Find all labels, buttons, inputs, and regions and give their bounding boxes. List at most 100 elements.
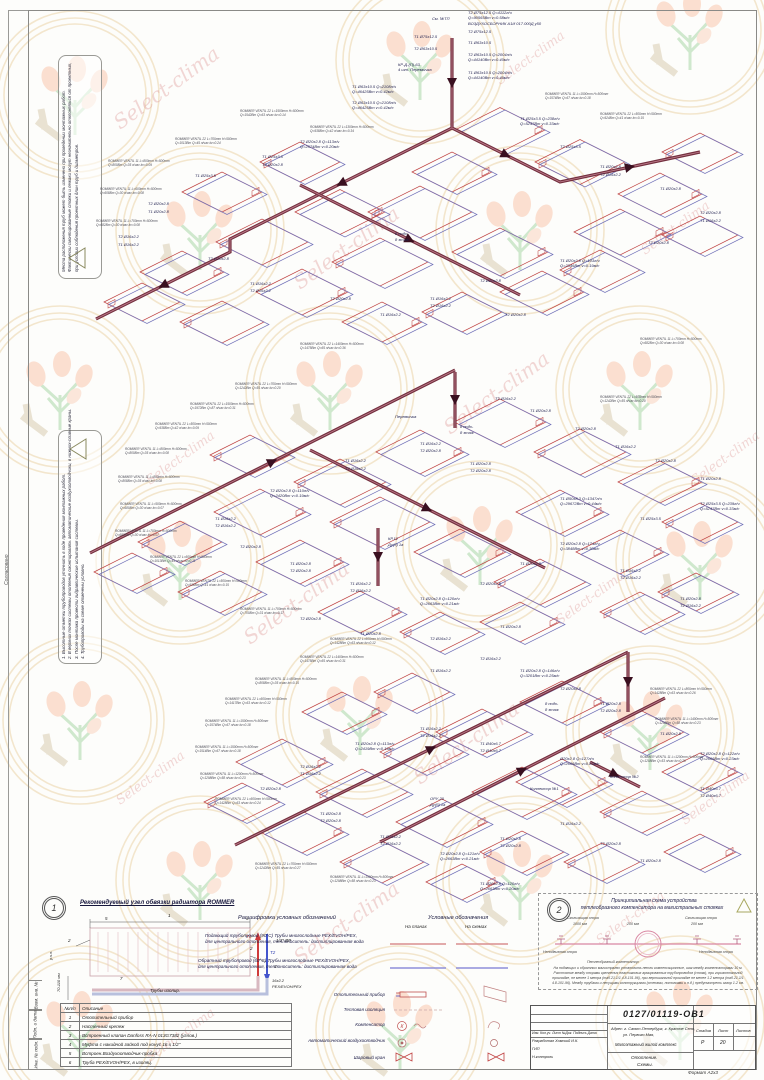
node-1-number: 1 xyxy=(44,898,64,918)
loop-compensator-label: Петлеобразный компенсатор xyxy=(587,960,639,964)
legend-row-radiator: Отопительный прибор xyxy=(333,992,385,997)
pipe-size-label: 16х2.2 xyxy=(272,978,285,983)
parts-table-row: 1 Отопительный прибор xyxy=(60,1012,292,1022)
callout-4: 4 xyxy=(274,964,277,969)
floor-mark-label: у.ч.п. xyxy=(48,950,53,960)
return-pipe-description: Обратный трубопровод (60°С) Трубы многос… xyxy=(198,958,403,970)
parts-table-row: 6 Труба PEX/EVOH/PEX, в изоляц. xyxy=(60,1057,292,1067)
node-1-title: Рекомендуемый узел обвязки радиатора ROM… xyxy=(80,900,235,906)
slide-support-1-label: Скользящая опора xyxy=(567,916,599,920)
note-line: 2. В верхних точках системы отопления см… xyxy=(67,408,73,659)
object-name: Малоэтажный жилой комплекс xyxy=(615,1042,677,1047)
slide-support-1-dim: 1000 мм xyxy=(573,922,587,926)
t2-label: Т2 xyxy=(270,950,276,955)
note-box-2: 1. Высотные отметки трубопроводов уточни… xyxy=(58,408,102,664)
parts-table-cell: 4 xyxy=(60,1039,80,1049)
col-schemes-header: На схемах xyxy=(465,924,487,929)
parts-table-header: №п/п xyxy=(60,1003,80,1013)
legend-row-insulation: Тепловая изоляция xyxy=(343,1007,385,1012)
stage-value: Р xyxy=(701,1040,705,1046)
parts-table-cell: 3 xyxy=(60,1030,80,1040)
parts-table-cell: 6 xyxy=(60,1057,80,1067)
stamp-cell-podp: Подп. и дата xyxy=(28,1009,42,1040)
role-row: Н.контроль xyxy=(532,1055,554,1059)
stage-label: Стадия xyxy=(696,1028,711,1033)
parts-table-cell: 2 xyxy=(60,1021,80,1031)
note-line: при условии соблюдения проектных длин тр… xyxy=(73,143,79,272)
doc-title-2: Схемы. xyxy=(637,1062,653,1067)
parts-table-row: 2 Настенный крепеж xyxy=(60,1021,292,1031)
parts-table-row: 3 Встроенный клапан Danfoss RA-N 013G7382… xyxy=(60,1030,292,1040)
role-row: ГИП xyxy=(532,1047,540,1051)
supply-pipe-line1: Подающий трубопровод (90°С) Трубы многос… xyxy=(205,933,358,938)
stamp-cell-vzam-label: Взам. инв. № xyxy=(33,981,38,1010)
role-row: Разработал Хомский И.К. xyxy=(532,1039,579,1043)
callout-2-right: 2 xyxy=(250,946,253,951)
sheet-number: 20 xyxy=(720,1040,726,1046)
note-line: На подающих и обратных магистралях устан… xyxy=(553,966,743,970)
radiator-detail-drawing xyxy=(67,919,270,1000)
node-2-box: 2 Принципиальная схема устройства петлео… xyxy=(538,893,758,990)
compensator-diagram xyxy=(555,930,741,958)
pipe-type-label: PEX/EVOH/PEX xyxy=(272,984,302,989)
col-plans-header: На планах xyxy=(405,924,427,929)
legend-row-compensator: Компенсатор xyxy=(355,1022,385,1027)
mid-dim-label: 200 мм xyxy=(627,922,639,926)
return-pipe-line2: для центрального отопления, теплоносител… xyxy=(198,964,357,970)
svg-text:К: К xyxy=(401,1024,405,1030)
slide-support-2-dim: 200 мм xyxy=(691,922,703,926)
node-1-marker: 1 xyxy=(42,896,66,920)
node-2-number: 2 xyxy=(549,900,569,920)
format-label: Формат А2х3 xyxy=(688,1070,718,1075)
note-line: 4. Трубопроводы на схеме отмечены условн… xyxy=(80,563,86,659)
slide-support-2-label: Скользящая опора xyxy=(685,916,717,920)
stamp-cell-inv: Инв. № подл. xyxy=(28,1038,42,1070)
callout-5: 5 xyxy=(105,916,108,921)
node-2-title-2: петлеобразного компенсатора на магистрал… xyxy=(580,905,724,911)
stamp-cell-vzam: Взам. инв. № xyxy=(28,980,42,1011)
callout-7: 7 xyxy=(120,976,123,981)
bp-label: 1/2" ВР xyxy=(276,938,292,943)
radiator-parts-table: №п/п Описание 1 Отопительный прибор 2 Настенн… xyxy=(60,1003,292,1067)
warning-triangle-icon xyxy=(736,897,752,913)
parts-table-row: 4 Муфта с накидной гайкой под конус 16 х … xyxy=(60,1039,292,1049)
node-2-marker: 2 xyxy=(547,898,571,922)
node-2-title-1: Принципиальная схема устройства xyxy=(611,898,697,904)
note-1-text: Места расположения труб может быть измен… xyxy=(61,62,101,272)
approved-vertical-label: Согласовано xyxy=(4,554,10,586)
note-line: Фактически смонтированные стояки и лежак… xyxy=(67,62,73,272)
parts-table-cell: Труба PEX/EVOH/PEX, в изоляц. xyxy=(79,1057,292,1067)
note-2-text: 1. Высотные отметки трубопроводов уточни… xyxy=(61,408,101,659)
legend-symbols: К xyxy=(390,943,508,1062)
parts-table-cell: 1 xyxy=(60,1012,80,1022)
title-block: 0127/01119-ОВ1 Изм. Кол.уч. Лист №Док. П… xyxy=(530,1005,756,1070)
parts-table-cell: Отопительный прибор xyxy=(79,1012,292,1022)
legend-row-ballvalve: Шаровый кран xyxy=(353,1055,385,1060)
return-pipe-line1: Обратный трубопровод (60°С) Трубы многос… xyxy=(198,958,351,963)
note-line: прокладке, не менее 1 метра (таб.21.1/1 … xyxy=(552,975,744,980)
legend-row-airvent: Автоматический воздухоотводчик xyxy=(308,1038,385,1043)
height-dim-label: 70-110 мм xyxy=(56,973,61,992)
parts-table-cell: Настенный крепеж xyxy=(79,1021,292,1031)
stamp-cell-podp-label: Подп. и дата xyxy=(33,1010,39,1039)
note-line: Расстояние между опорами крепления пласт… xyxy=(553,970,743,975)
parts-table-cell: 5 xyxy=(60,1048,80,1058)
t1-label: Т1 xyxy=(246,934,252,939)
symbols-legend-title: Условные обозначения xyxy=(428,915,489,921)
callout-3: 3 xyxy=(246,916,249,921)
sheet-inner-frame xyxy=(28,10,757,1070)
address-line-2: ул. Первого Мая, xyxy=(623,1032,655,1037)
insulated-pipes-label: Трубы изолир. xyxy=(150,988,181,993)
revision-header-row: Изм. Кол.уч. Лист №Док. Подпись Дата xyxy=(532,1031,597,1035)
supply-pipe-description: Подающий трубопровод (90°С) Трубы многос… xyxy=(205,933,405,945)
callout-2-left: 2 xyxy=(68,938,71,943)
sheets-label: Листов xyxy=(736,1028,751,1033)
note-box-1: Места расположения труб может быть измен… xyxy=(58,55,102,279)
fixed-support-left-label: Неподвижная опора xyxy=(543,950,577,954)
parts-table-row: 5 Встроен.Воздухоотводчик-пробка xyxy=(60,1048,292,1058)
doc-number: 0127/01119-ОВ1 xyxy=(623,1009,705,1019)
parts-table-cell: Встроен.Воздухоотводчик-пробка xyxy=(79,1048,292,1058)
node-2-note: На подающих и обратных магистралях устан… xyxy=(543,966,753,986)
doc-title-1: Отопление. xyxy=(631,1055,658,1060)
